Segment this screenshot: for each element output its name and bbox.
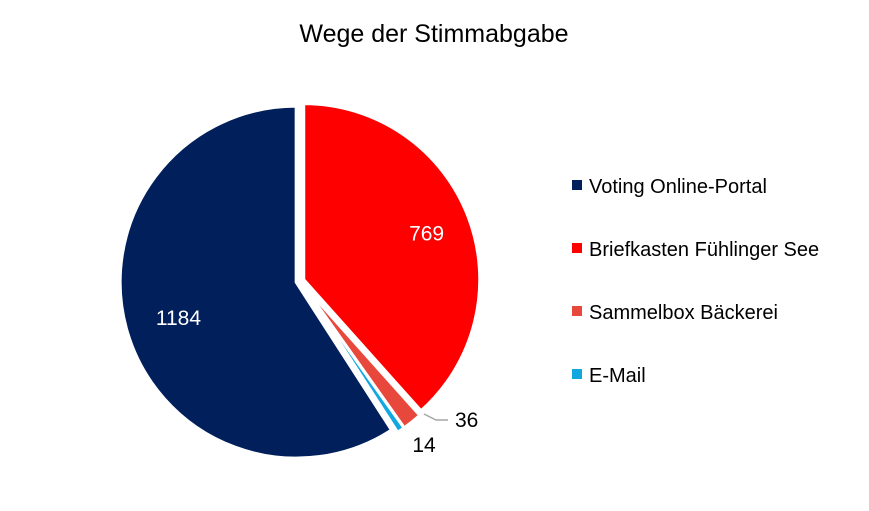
legend-swatch [572, 243, 582, 253]
pie-slice-voting-online-portal [118, 104, 394, 460]
leader-line [423, 413, 448, 421]
legend-item-sammelbox-b-ckerei: Sammelbox Bäckerei [572, 302, 778, 324]
pie-slice-briefkasten-f-hlinger-see [302, 102, 482, 413]
legend-item-briefkasten-f-hlinger-see: Briefkasten Fühlinger See [572, 239, 819, 261]
legend-swatch [572, 180, 582, 190]
pie-slice-e-mail [300, 283, 407, 435]
legend-label: Voting Online-Portal [589, 176, 767, 198]
data-label-briefkasten-f-hlinger-see: 769 [409, 223, 444, 246]
legend-label: Briefkasten Fühlinger See [589, 239, 819, 261]
data-label-e-mail: 14 [412, 434, 436, 457]
legend-item-e-mail: E-Mail [572, 365, 646, 387]
chart-title: Wege der Stimmabgabe [299, 20, 568, 48]
legend-label: E-Mail [589, 365, 646, 387]
legend-swatch [572, 306, 582, 316]
data-label-sammelbox-b-ckerei: 36 [455, 409, 478, 432]
legend-label: Sammelbox Bäckerei [589, 302, 778, 324]
legend-item-voting-online-portal: Voting Online-Portal [572, 176, 767, 198]
legend-swatch [572, 369, 582, 379]
data-label-voting-online-portal: 1184 [156, 307, 201, 330]
